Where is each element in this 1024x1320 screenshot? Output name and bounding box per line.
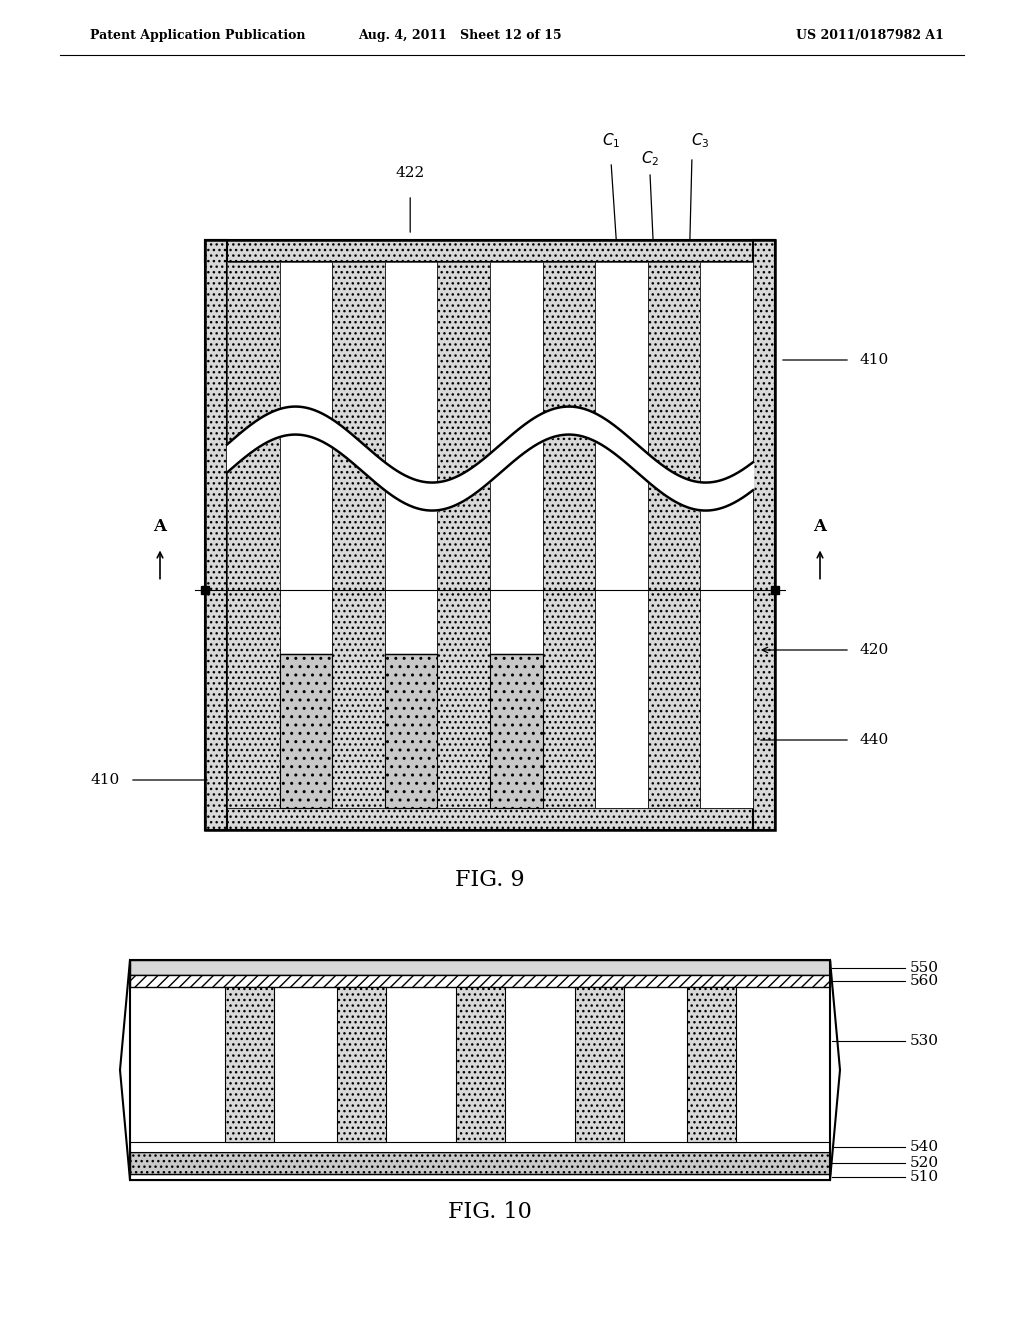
Text: 520: 520: [910, 1156, 939, 1170]
Bar: [771, 586, 779, 594]
Bar: [130, 987, 830, 1142]
Bar: [205, 240, 775, 261]
Bar: [753, 240, 775, 830]
Bar: [205, 240, 227, 830]
Bar: [456, 987, 505, 1142]
Bar: [205, 240, 775, 830]
Bar: [543, 590, 595, 808]
Bar: [686, 987, 735, 1142]
Bar: [205, 808, 775, 830]
Bar: [227, 261, 753, 808]
Bar: [574, 987, 624, 1142]
Bar: [130, 1152, 830, 1173]
Text: 530: 530: [910, 1035, 939, 1048]
Text: Aug. 4, 2011   Sheet 12 of 15: Aug. 4, 2011 Sheet 12 of 15: [358, 29, 562, 41]
Bar: [227, 261, 280, 808]
Bar: [385, 261, 437, 808]
Text: 410: 410: [91, 774, 120, 787]
Text: 550: 550: [910, 961, 939, 974]
Bar: [437, 590, 490, 808]
Bar: [280, 261, 332, 808]
Bar: [130, 1142, 830, 1152]
Bar: [130, 960, 830, 1180]
Bar: [385, 655, 437, 808]
Text: 420: 420: [860, 643, 889, 657]
Bar: [648, 261, 700, 808]
Bar: [130, 960, 830, 1180]
Bar: [130, 1173, 830, 1180]
Bar: [490, 261, 543, 808]
Text: $C_2$: $C_2$: [641, 149, 659, 168]
Text: 540: 540: [910, 1140, 939, 1154]
Text: A: A: [813, 517, 826, 535]
Text: A: A: [154, 517, 167, 535]
Bar: [648, 590, 700, 808]
Bar: [543, 261, 595, 808]
Bar: [332, 261, 385, 808]
Text: FIG. 10: FIG. 10: [449, 1201, 531, 1224]
Text: 410: 410: [860, 352, 889, 367]
Text: 560: 560: [910, 974, 939, 987]
Bar: [130, 975, 830, 987]
Bar: [700, 261, 753, 808]
Bar: [437, 261, 490, 808]
Bar: [130, 960, 830, 975]
Bar: [227, 590, 280, 808]
Text: $C_1$: $C_1$: [602, 131, 621, 150]
Text: Patent Application Publication: Patent Application Publication: [90, 29, 305, 41]
Bar: [595, 261, 648, 808]
Bar: [490, 655, 543, 808]
Text: 510: 510: [910, 1170, 939, 1184]
Text: $C_3$: $C_3$: [690, 131, 710, 150]
Text: US 2011/0187982 A1: US 2011/0187982 A1: [796, 29, 944, 41]
Bar: [280, 655, 332, 808]
Text: 440: 440: [860, 733, 889, 747]
Bar: [224, 987, 273, 1142]
Bar: [201, 586, 209, 594]
Text: 422: 422: [395, 166, 425, 180]
Bar: [337, 987, 385, 1142]
Text: FIG. 9: FIG. 9: [456, 869, 525, 891]
Bar: [332, 590, 385, 808]
